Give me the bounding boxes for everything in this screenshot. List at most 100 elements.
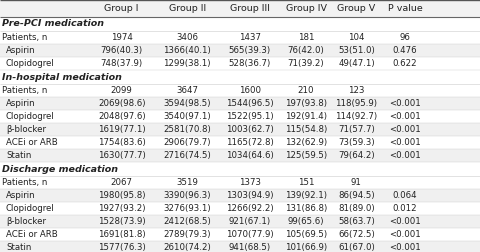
Text: 81(89.0): 81(89.0) xyxy=(338,204,375,213)
Text: 2581(70.8): 2581(70.8) xyxy=(163,125,211,134)
Text: 1577(76.3): 1577(76.3) xyxy=(98,243,145,252)
Text: Group V: Group V xyxy=(337,4,375,13)
Bar xyxy=(0,110,480,123)
Bar xyxy=(0,84,480,97)
Text: 1303(94.9): 1303(94.9) xyxy=(226,191,274,200)
Text: 1165(72.8): 1165(72.8) xyxy=(226,138,274,147)
Text: 49(47.1): 49(47.1) xyxy=(338,59,375,68)
Text: 3276(93.1): 3276(93.1) xyxy=(163,204,211,213)
Text: 1366(40.1): 1366(40.1) xyxy=(163,46,211,55)
Text: 3390(96.3): 3390(96.3) xyxy=(164,191,211,200)
Bar xyxy=(0,202,480,215)
Text: 3519: 3519 xyxy=(176,178,198,187)
Text: 71(57.7): 71(57.7) xyxy=(338,125,375,134)
Text: Aspirin: Aspirin xyxy=(6,191,36,200)
Text: 104: 104 xyxy=(348,33,365,42)
Bar xyxy=(0,215,480,228)
Text: 748(37.9): 748(37.9) xyxy=(101,59,143,68)
Text: 2069(98.6): 2069(98.6) xyxy=(98,99,145,108)
Text: Statin: Statin xyxy=(6,243,31,252)
Text: 2789(79.3): 2789(79.3) xyxy=(164,230,211,239)
Text: 181: 181 xyxy=(298,33,314,42)
Text: <0.001: <0.001 xyxy=(389,125,421,134)
Text: Group II: Group II xyxy=(168,4,206,13)
Text: 73(59.3): 73(59.3) xyxy=(338,138,375,147)
Text: Clopidogrel: Clopidogrel xyxy=(6,112,55,121)
Text: 1070(77.9): 1070(77.9) xyxy=(226,230,274,239)
Text: Statin: Statin xyxy=(6,151,31,160)
Text: 91: 91 xyxy=(351,178,362,187)
Text: ACEi or ARB: ACEi or ARB xyxy=(6,230,58,239)
Text: 99(65.6): 99(65.6) xyxy=(288,217,324,226)
Bar xyxy=(0,136,480,149)
Text: 53(51.0): 53(51.0) xyxy=(338,46,375,55)
Text: Patients, n: Patients, n xyxy=(2,86,48,95)
Text: β-blocker: β-blocker xyxy=(6,125,46,134)
Text: 1003(62.7): 1003(62.7) xyxy=(226,125,274,134)
Text: 1754(83.6): 1754(83.6) xyxy=(98,138,145,147)
Text: 61(67.0): 61(67.0) xyxy=(338,243,375,252)
Text: 2048(97.6): 2048(97.6) xyxy=(98,112,145,121)
Text: 1373: 1373 xyxy=(239,178,261,187)
Text: 1630(77.7): 1630(77.7) xyxy=(98,151,145,160)
Bar xyxy=(0,31,480,44)
Bar xyxy=(0,241,480,252)
Text: 105(69.5): 105(69.5) xyxy=(285,230,327,239)
Text: 192(91.4): 192(91.4) xyxy=(285,112,327,121)
Text: 114(92.7): 114(92.7) xyxy=(336,112,377,121)
Text: 1691(81.8): 1691(81.8) xyxy=(98,230,145,239)
Bar xyxy=(0,17,480,31)
Text: 86(94.5): 86(94.5) xyxy=(338,191,375,200)
Text: 118(95.9): 118(95.9) xyxy=(336,99,377,108)
Text: 1437: 1437 xyxy=(239,33,261,42)
Text: <0.001: <0.001 xyxy=(389,99,421,108)
Text: 1974: 1974 xyxy=(111,33,132,42)
Text: 1619(77.1): 1619(77.1) xyxy=(98,125,145,134)
Text: 0.476: 0.476 xyxy=(393,46,418,55)
Bar xyxy=(0,57,480,70)
Bar xyxy=(0,149,480,162)
Text: 2610(74.2): 2610(74.2) xyxy=(163,243,211,252)
Text: <0.001: <0.001 xyxy=(389,230,421,239)
Text: Clopidogrel: Clopidogrel xyxy=(6,59,55,68)
Text: In-hospital medication: In-hospital medication xyxy=(2,73,122,81)
Text: 2067: 2067 xyxy=(111,178,132,187)
Text: Discharge medication: Discharge medication xyxy=(2,165,118,173)
Bar xyxy=(0,70,480,84)
Text: 3647: 3647 xyxy=(176,86,198,95)
Text: P value: P value xyxy=(388,4,422,13)
Bar xyxy=(0,162,480,176)
Bar xyxy=(0,123,480,136)
Text: <0.001: <0.001 xyxy=(389,112,421,121)
Text: 151: 151 xyxy=(298,178,314,187)
Bar xyxy=(0,44,480,57)
Text: 0.622: 0.622 xyxy=(393,59,418,68)
Text: Aspirin: Aspirin xyxy=(6,46,36,55)
Text: 1544(96.5): 1544(96.5) xyxy=(226,99,274,108)
Text: 0.064: 0.064 xyxy=(393,191,418,200)
Text: <0.001: <0.001 xyxy=(389,151,421,160)
Text: 58(63.7): 58(63.7) xyxy=(338,217,375,226)
Text: Aspirin: Aspirin xyxy=(6,99,36,108)
Text: 921(67.1): 921(67.1) xyxy=(229,217,271,226)
Text: 2099: 2099 xyxy=(111,86,132,95)
Text: 79(64.2): 79(64.2) xyxy=(338,151,375,160)
Text: 1600: 1600 xyxy=(239,86,261,95)
Text: 2716(74.5): 2716(74.5) xyxy=(163,151,211,160)
Text: 941(68.5): 941(68.5) xyxy=(229,243,271,252)
Text: 2412(68.5): 2412(68.5) xyxy=(163,217,211,226)
Text: 139(92.1): 139(92.1) xyxy=(285,191,327,200)
Text: 123: 123 xyxy=(348,86,365,95)
Text: β-blocker: β-blocker xyxy=(6,217,46,226)
Text: Patients, n: Patients, n xyxy=(2,178,48,187)
Text: Patients, n: Patients, n xyxy=(2,33,48,42)
Text: 66(72.5): 66(72.5) xyxy=(338,230,375,239)
Bar xyxy=(0,228,480,241)
Text: 115(54.8): 115(54.8) xyxy=(285,125,327,134)
Text: 3406: 3406 xyxy=(176,33,198,42)
Text: 71(39.2): 71(39.2) xyxy=(288,59,324,68)
Text: Group I: Group I xyxy=(105,4,139,13)
Text: 528(36.7): 528(36.7) xyxy=(228,59,271,68)
Text: 131(86.8): 131(86.8) xyxy=(285,204,327,213)
Text: 1528(73.9): 1528(73.9) xyxy=(98,217,145,226)
